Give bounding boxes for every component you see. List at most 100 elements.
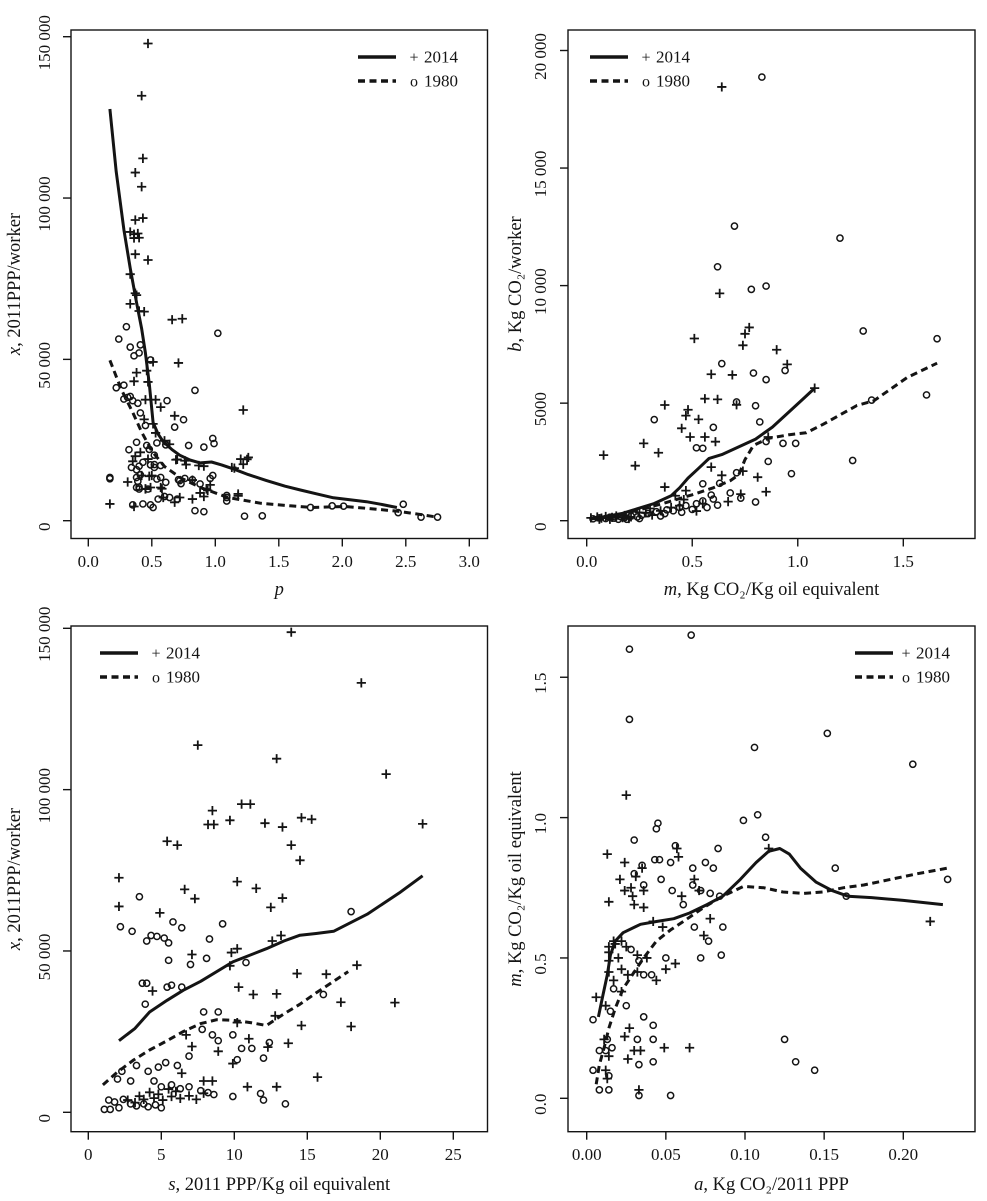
scatter-point-plus — [172, 840, 182, 850]
scatter-point-circle — [730, 222, 739, 230]
scatter-point-plus — [233, 489, 243, 499]
scatter-point-circle — [625, 645, 634, 654]
scatter-point-plus — [228, 1058, 238, 1069]
x-tick-label: 0 — [84, 1145, 93, 1164]
x-tick-label: 20 — [372, 1145, 389, 1164]
scatter-point-circle — [690, 923, 699, 931]
scatter-point-plus — [660, 400, 670, 410]
scatter-point-circle — [635, 1060, 643, 1069]
scatter-point-circle — [713, 501, 722, 510]
scatter-point-circle — [163, 396, 171, 405]
scatter-point-plus — [114, 901, 124, 912]
scatter-point-plus — [134, 233, 144, 243]
scatter-point-circle — [115, 1103, 123, 1112]
scatter-point-plus — [226, 947, 236, 958]
scatter-point-circle — [614, 515, 623, 524]
scatter-point-plus — [237, 799, 247, 809]
scatter-point-circle — [703, 503, 711, 512]
x-tick-label: 0.5 — [682, 552, 703, 571]
scatter-point-plus — [700, 432, 710, 442]
y-tick-label: 0.0 — [531, 1094, 550, 1115]
scatter-point-circle — [749, 369, 758, 377]
scatter-point-circle — [218, 920, 227, 928]
scatter-point-plus — [723, 497, 733, 507]
scatter-point-circle — [831, 864, 840, 872]
legend-year-label: 2014 — [424, 48, 459, 67]
scatter-point-plus — [620, 1031, 630, 1042]
scatter-point-plus — [677, 423, 687, 433]
scatter-point-circle — [679, 900, 688, 909]
scatter-point-circle — [791, 1057, 800, 1066]
scatter-point-plus — [157, 484, 167, 494]
scatter-point-circle — [161, 478, 170, 487]
scatter-point-plus — [706, 462, 716, 472]
scatter-point-circle — [758, 73, 766, 81]
scatter-point-plus — [653, 448, 664, 458]
scatter-point-circle — [132, 1061, 141, 1070]
scatter-point-plus — [620, 857, 630, 868]
scatter-point-circle — [647, 970, 656, 979]
scatter-point-plus — [321, 969, 331, 979]
scatter-point-circle — [633, 1035, 642, 1044]
scatter-point-plus — [131, 367, 142, 378]
scatter-point-plus — [232, 944, 242, 954]
scatter-point-plus — [673, 852, 684, 862]
scatter-point-circle — [154, 1063, 163, 1071]
scatter-point-circle — [791, 439, 800, 448]
plot-frame-bottom-left — [70, 625, 489, 1133]
x-tick-label: 10 — [226, 1145, 243, 1164]
scatter-point-circle — [750, 743, 759, 752]
scatter-point-circle — [139, 500, 147, 508]
scatter-point-plus — [761, 487, 771, 497]
scatter-point-circle — [132, 483, 141, 492]
trend-line-1980-dashed — [594, 866, 948, 1085]
scatter-point-circle — [136, 409, 145, 417]
scatter-point-circle — [706, 889, 715, 898]
scatter-point-circle — [639, 881, 648, 889]
scatter-point-plus — [685, 432, 695, 442]
scatter-point-plus — [628, 891, 638, 901]
scatter-point-plus — [125, 299, 135, 309]
scatter-point-circle — [655, 855, 664, 864]
scatter-point-circle — [751, 498, 760, 506]
scatter-point-circle — [739, 816, 748, 825]
scatter-point-circle — [184, 441, 193, 450]
scatter-point-circle — [671, 841, 680, 850]
scatter-point-plus — [207, 806, 217, 816]
scatter-point-plus — [130, 451, 140, 461]
trend-line-1980-dashed — [597, 361, 938, 521]
scatter-point-circle — [709, 423, 718, 432]
x-tick-label: 2.5 — [395, 552, 416, 571]
x-tick-label: 0.5 — [141, 552, 162, 571]
scatter-point-plus — [187, 494, 198, 504]
scatter-point-plus — [272, 989, 282, 999]
scatter-point-plus — [260, 818, 270, 828]
scatter-point-circle — [126, 343, 135, 351]
scatter-point-circle — [125, 445, 133, 454]
scatter-point-circle — [713, 262, 722, 271]
scatter-point-plus — [187, 1041, 197, 1052]
scatter-point-plus — [234, 982, 244, 992]
scatter-point-plus — [177, 314, 187, 324]
legend-year-label: 2014 — [656, 48, 691, 67]
scatter-point-circle — [161, 1058, 170, 1067]
scatter-point-circle — [688, 881, 697, 889]
scatter-point-plus — [213, 1046, 223, 1056]
scatter-point-plus — [635, 1045, 646, 1056]
y-tick-label: 0 — [531, 522, 550, 531]
legend-year-label: 1980 — [424, 72, 458, 91]
scatter-point-circle — [609, 984, 618, 993]
scatter-point-circle — [176, 1084, 185, 1093]
y-tick-label: 0 — [35, 1114, 54, 1123]
scatter-point-plus — [272, 754, 282, 764]
scatter-point-plus — [129, 501, 139, 512]
scatter-point-circle — [170, 423, 179, 431]
scatter-point-circle — [933, 334, 941, 343]
scatter-point-plus — [245, 799, 255, 809]
scatter-point-plus — [630, 461, 640, 471]
scatter-point-circle — [185, 1082, 193, 1091]
scatter-point-plus — [658, 922, 668, 932]
x-tick-label: 1.5 — [268, 552, 289, 571]
scatter-point-plus — [129, 376, 139, 386]
scatter-point-plus — [381, 769, 391, 779]
